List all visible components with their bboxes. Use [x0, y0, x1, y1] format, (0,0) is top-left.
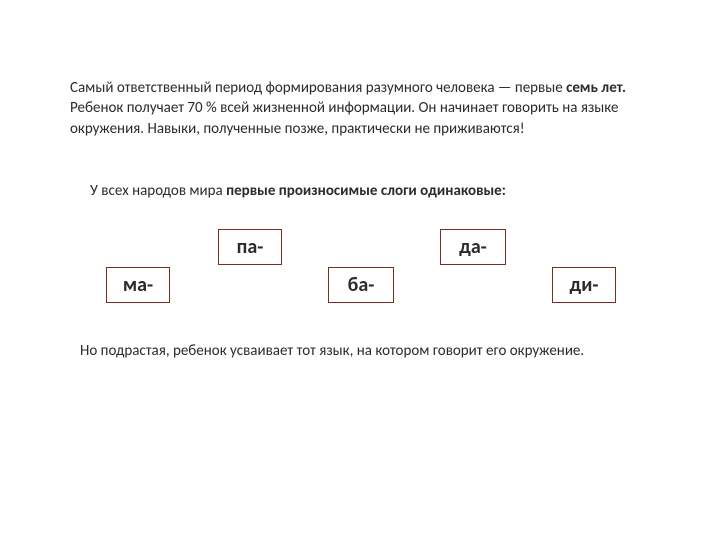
intro-text-1: Самый ответственный период формирования … [70, 79, 566, 97]
mid-bold: первые произносимые слоги одинаковые: [226, 182, 506, 200]
syllable-box-ma: ма- [106, 267, 170, 303]
mid-text-1: У всех народов мира [90, 182, 226, 200]
intro-bold-1: семь лет. [566, 79, 626, 97]
syllable-box-ba: ба- [328, 267, 394, 303]
intro-paragraph: Самый ответственный период формирования … [70, 78, 650, 139]
bottom-paragraph: Но подрастая, ребенок усваивает тот язык… [80, 341, 650, 361]
syllable-boxes: ма- па- ба- да- ди- [70, 221, 650, 331]
syllable-box-da: да- [440, 229, 506, 265]
intro-text-2: Ребенок получает 70 % всей жизненной инф… [70, 99, 619, 137]
mid-paragraph: У всех народов мира первые произносимые … [90, 181, 650, 201]
syllable-box-di: ди- [552, 267, 616, 303]
slide-content: Самый ответственный период формирования … [70, 78, 650, 361]
syllable-box-pa: па- [218, 229, 282, 265]
